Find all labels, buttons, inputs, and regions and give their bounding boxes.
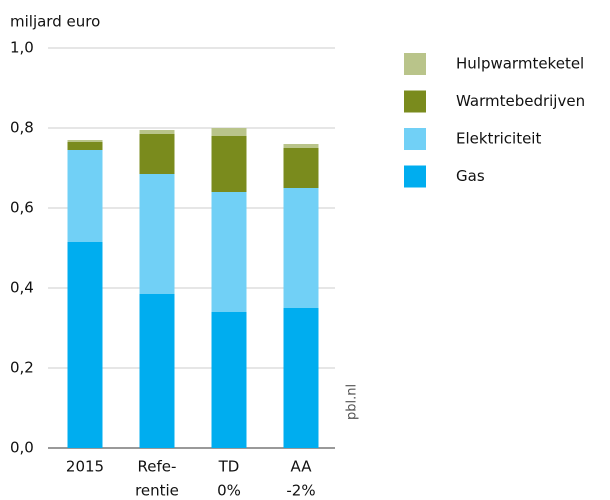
bar-segment (67, 150, 103, 242)
legend-swatch (404, 53, 426, 75)
bar-segment (211, 136, 247, 192)
legend-label: Elektriciteit (456, 130, 541, 148)
bar-segment (67, 142, 103, 150)
bar-segment (139, 134, 175, 174)
bar-segment (211, 192, 247, 312)
legend-label: Hulpwarmteketel (456, 55, 584, 73)
bar-segment (139, 294, 175, 448)
bar-segment (283, 308, 319, 448)
y-axis-label: miljard euro (10, 13, 100, 31)
bar-segment (283, 188, 319, 308)
x-tick-label: -2% (286, 482, 315, 500)
bar-segment (211, 312, 247, 448)
legend-swatch (404, 90, 426, 113)
x-tick-label: 2015 (66, 458, 104, 476)
bar-segment (139, 130, 175, 134)
y-tick-label: 0,2 (10, 359, 34, 377)
legend-label: Gas (456, 167, 485, 185)
bar-segment (211, 128, 247, 136)
y-tick-label: 0,0 (10, 439, 34, 457)
bar-segment (283, 148, 319, 188)
legend-swatch (404, 165, 426, 188)
legend-swatch (404, 128, 426, 150)
source: pbl.nl (345, 384, 360, 420)
y-tick-label: 0,8 (10, 119, 34, 137)
bar-segment (67, 242, 103, 448)
x-tick-label: Refe- (138, 458, 177, 476)
x-tick-label: AA (291, 458, 313, 476)
bar-segment (283, 144, 319, 148)
y-tick-label: 0,4 (10, 279, 34, 297)
bar-segment (139, 174, 175, 294)
x-tick-label: rentie (135, 482, 179, 500)
legend-label: Warmtebedrijven (456, 92, 585, 110)
y-tick-label: 1,0 (10, 39, 34, 57)
x-tick-label: 0% (217, 482, 241, 500)
y-tick-label: 0,6 (10, 199, 34, 217)
bar-segment (67, 140, 103, 142)
x-tick-label: TD (218, 458, 240, 476)
